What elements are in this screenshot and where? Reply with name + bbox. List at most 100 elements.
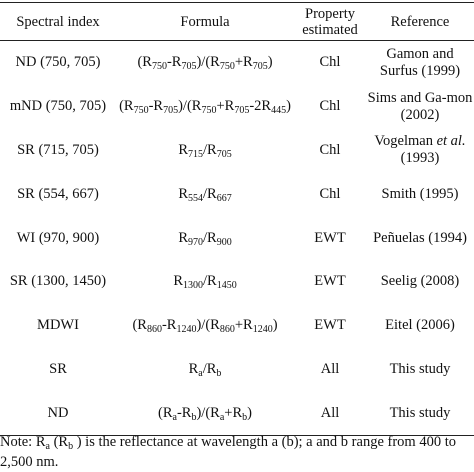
subscript: b <box>68 441 74 452</box>
text: /R <box>202 141 217 158</box>
subscript: b <box>242 411 248 423</box>
table-row: SR (1300, 1450) R1300/R1450 EWT Seelig (200… <box>0 260 474 304</box>
table-cell: SR (715, 705) <box>0 129 116 173</box>
subscript: 750 <box>133 105 149 117</box>
subscript: 705 <box>181 61 197 73</box>
text: Chl <box>319 141 341 158</box>
table-cell: Sims and Ga-mon (2002) <box>366 85 474 129</box>
text: -R <box>176 404 192 421</box>
text: Smith (1995) <box>381 185 459 202</box>
subscript: 1240 <box>252 324 273 336</box>
table-cell: All <box>294 391 366 437</box>
table-row: SR Ra/Rb All This study <box>0 348 474 392</box>
subscript: 715 <box>187 148 203 160</box>
text: SR (1300, 1450) <box>9 273 107 290</box>
text: Seelig (2008) <box>380 273 460 290</box>
header-cell: Formula <box>116 2 294 41</box>
subscript: a <box>172 411 177 423</box>
table-cell: (R750-R705)/(R750+R705) <box>116 41 294 85</box>
text: R <box>178 141 188 158</box>
text: R <box>188 360 199 377</box>
text: Vogelman <box>374 133 437 150</box>
table-cell: Smith (1995) <box>366 172 474 216</box>
subscript: a <box>219 411 225 423</box>
text: (1993) <box>400 150 440 167</box>
text: /R <box>202 273 217 290</box>
table-cell: MDWI <box>0 304 116 348</box>
text: -R <box>148 98 164 115</box>
text: -R <box>161 317 177 334</box>
text: EWT <box>314 229 346 246</box>
table-cell: Seelig (2008) <box>366 260 474 304</box>
table-cell: (Ra-Rb)/(Ra+Rb) <box>116 391 294 437</box>
table-cell: Peñuelas (1994) <box>366 216 474 260</box>
text: WI (970, 900) <box>16 229 100 246</box>
table-cell: Eitel (2006) <box>366 304 474 348</box>
header-cell: Property estimated <box>294 2 366 41</box>
text: Note: R <box>0 434 46 450</box>
note: Note: Ra (Rb ) is the reflectance at wav… <box>0 432 472 472</box>
table-cell: This study <box>366 348 474 392</box>
text: -2R <box>249 98 272 115</box>
text: ) <box>286 98 291 115</box>
subscript: 970 <box>187 236 203 248</box>
text: SR (715, 705) <box>17 141 99 158</box>
table-cell: R715/R705 <box>116 129 294 173</box>
subscript: 900 <box>216 236 232 248</box>
text: (R <box>132 317 147 334</box>
text: ) <box>267 54 273 71</box>
subscript: 860 <box>146 324 162 336</box>
table-row: ND (Ra-Rb)/(Ra+Rb) All This study <box>0 391 474 437</box>
text: )/(R <box>196 317 220 334</box>
table-body: ND (750, 705) (R750-R705)/(R750+R705) Chl G… <box>0 41 474 437</box>
subscript: 750 <box>151 61 167 73</box>
text: This study <box>389 404 451 421</box>
text: R <box>178 229 188 246</box>
table-cell: (R750-R705)/(R750+R705-2R445) <box>116 85 294 129</box>
subscript: 705 <box>234 105 250 117</box>
text: Chl <box>319 98 341 115</box>
subscript: 1450 <box>216 280 237 292</box>
text: Sims and Ga-mon (2002) <box>367 89 473 123</box>
text: Chl <box>319 185 341 202</box>
text: +R <box>216 98 235 115</box>
table-row: SR (554, 667) R554/R667 Chl Smith (1995) <box>0 172 474 216</box>
text: SR <box>49 360 67 377</box>
table-cell: R970/R900 <box>116 216 294 260</box>
text: MDWI <box>37 317 79 334</box>
table-row: MDWI (R860-R1240)/(R860+R1240) EWT Eitel (2… <box>0 304 474 348</box>
text: ) is the reflectance at wavelength a (b)… <box>0 434 456 470</box>
text: R <box>178 185 188 202</box>
text: EWT <box>314 317 346 334</box>
subscript: 705 <box>252 61 268 73</box>
table-cell: All <box>294 348 366 392</box>
table-cell: This study <box>366 391 474 437</box>
table-cell: SR (554, 667) <box>0 172 116 216</box>
table-cell: Chl <box>294 172 366 216</box>
table-cell: R554/R667 <box>116 172 294 216</box>
table-cell: mND (750, 705) <box>0 85 116 129</box>
table-row: WI (970, 900) R970/R900 EWT Peñuelas (1994) <box>0 216 474 260</box>
text: (R <box>158 404 173 421</box>
subscript: 705 <box>163 105 179 117</box>
text: R <box>173 273 183 290</box>
subscript: 1300 <box>182 280 203 292</box>
text: (R <box>49 434 69 450</box>
text: All <box>320 360 340 377</box>
table-cell: EWT <box>294 260 366 304</box>
subscript: a <box>45 441 50 452</box>
table-cell: SR <box>0 348 116 392</box>
table-cell: Gamon and Surfus (1999) <box>366 41 474 85</box>
table-cell: SR (1300, 1450) <box>0 260 116 304</box>
subscript: 667 <box>216 192 232 204</box>
subscript: 705 <box>216 148 232 160</box>
subscript: 750 <box>201 105 217 117</box>
text: SR (554, 667) <box>17 185 99 202</box>
subscript: 1240 <box>176 324 197 336</box>
table-cell: Chl <box>294 129 366 173</box>
text: /R <box>202 229 217 246</box>
text: ND (750, 705) <box>15 54 101 71</box>
text: )/(R <box>196 404 220 421</box>
text: /R <box>202 185 217 202</box>
subscript: 860 <box>219 324 235 336</box>
